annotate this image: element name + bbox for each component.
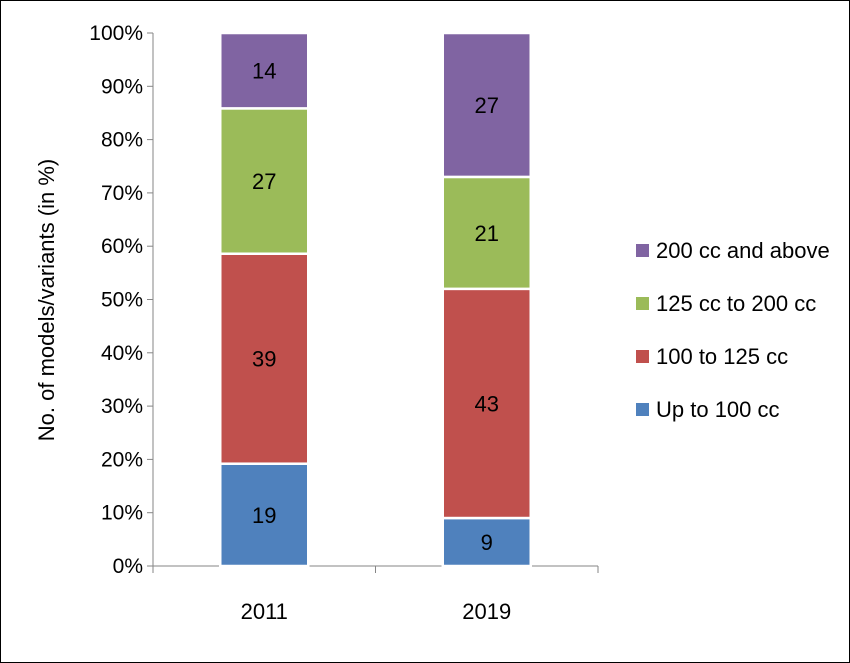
y-tick-label: 10% — [101, 502, 143, 525]
bar-segment — [219, 252, 310, 465]
legend-label: Up to 100 cc — [656, 397, 780, 422]
legend-label: 200 cc and above — [656, 238, 830, 263]
bar-segment — [219, 31, 310, 110]
y-tick-label: 100% — [89, 22, 143, 45]
y-tick-label: 80% — [101, 129, 143, 152]
bar-segment — [441, 175, 532, 291]
data-label: 14 — [252, 59, 276, 84]
legend: 200 cc and above 125 cc to 200 cc 100 to 1… — [636, 238, 830, 422]
y-axis: 0% 10% 20% 30% 40% 50% 60% 70% 80% 90% 100% — [89, 22, 154, 578]
data-label: 43 — [475, 391, 499, 416]
bar-segment — [441, 516, 532, 568]
y-tick-label: 60% — [101, 235, 143, 258]
data-label: 39 — [252, 347, 276, 372]
x-axis: 2011 2019 — [152, 565, 599, 624]
y-tick-label: 20% — [101, 448, 143, 471]
y-tick-label: 0% — [113, 555, 143, 578]
y-axis-label: No. of models/variants (in %) — [34, 159, 59, 441]
bar-segment — [441, 31, 532, 179]
bars: 19 39 27 14 9 43 21 27 — [219, 31, 532, 568]
y-tick-label: 90% — [101, 75, 143, 98]
legend-swatch — [636, 350, 649, 363]
data-label: 27 — [252, 169, 276, 194]
legend-swatch — [636, 297, 649, 310]
y-tick-label: 50% — [101, 289, 143, 312]
legend-label: 125 cc to 200 cc — [656, 291, 816, 316]
data-label: 27 — [475, 93, 499, 118]
legend-swatch — [636, 244, 649, 257]
x-tick-label: 2019 — [462, 599, 511, 624]
y-tick-label: 40% — [101, 342, 143, 365]
data-label: 9 — [481, 530, 493, 555]
data-label: 19 — [252, 503, 276, 528]
data-label: 21 — [475, 221, 499, 246]
bar-segment — [219, 107, 310, 255]
x-tick-label: 2011 — [241, 599, 288, 624]
legend-swatch — [636, 403, 649, 416]
y-tick-label: 30% — [101, 395, 143, 418]
legend-label: 100 to 125 cc — [656, 344, 788, 369]
y-tick-label: 70% — [101, 182, 143, 205]
